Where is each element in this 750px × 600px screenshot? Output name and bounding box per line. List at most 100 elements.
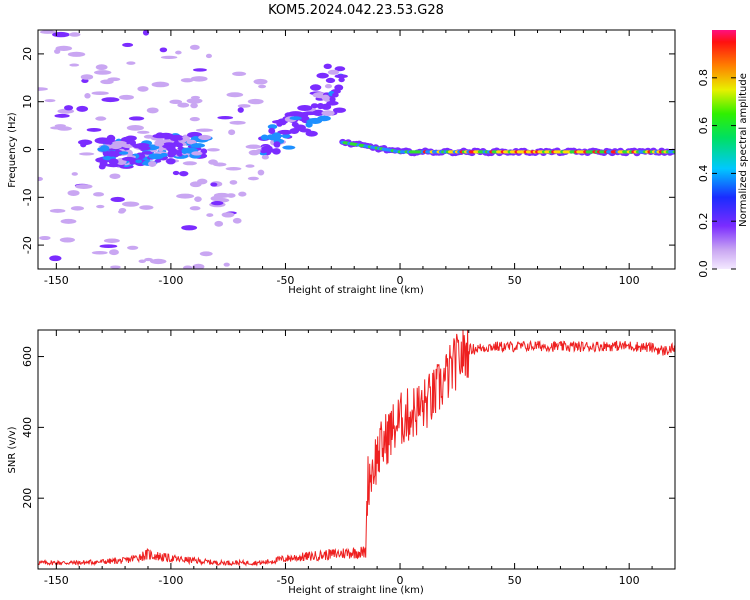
spectrogram-blob — [289, 128, 300, 134]
spectrogram-blob — [189, 116, 200, 122]
colorbar-tick-label: 0.6 — [697, 117, 710, 135]
spectrogram-blob — [94, 137, 111, 144]
spectrogram-blob — [154, 142, 165, 147]
spectrogram-blob — [152, 133, 168, 139]
spectrogram-blob — [338, 77, 345, 83]
spectrogram-blob — [211, 201, 224, 206]
spectrogram-blob — [60, 218, 77, 224]
spectrogram-blob — [334, 66, 346, 72]
colorbar-tick-label: 0.0 — [697, 260, 710, 278]
spectrogram-blob — [105, 163, 122, 168]
spectrogram-blob — [214, 220, 224, 227]
spectrogram-blob — [248, 149, 260, 156]
spectrogram-blob — [151, 81, 170, 88]
spectrogram-blob — [121, 156, 136, 162]
spectrogram-blob — [54, 124, 66, 128]
snr-panel: -150 -100 -50 0 50 100 200 400 600 Height of str… — [7, 329, 676, 596]
spectrogram-blob — [183, 265, 193, 269]
spectrogram-blob — [84, 93, 91, 99]
spectrogram-blob — [172, 170, 180, 176]
spectrogram-blob — [232, 217, 242, 224]
spectrogram-blob — [181, 147, 188, 154]
spectrogram-blob — [192, 263, 205, 269]
spectrogram-blob — [268, 127, 276, 135]
spectrogram-blob — [165, 158, 176, 165]
spectrogram-blob — [294, 124, 302, 130]
spectrogram-blob — [75, 184, 93, 189]
spectrogram-blob — [221, 212, 235, 218]
colorbar-label: Normalized spectral amplitude — [738, 73, 749, 227]
spectrogram-blob — [225, 167, 242, 171]
spectrogram-xtick-label: 0 — [397, 274, 404, 287]
spectrogram-blob — [189, 44, 200, 50]
spectrogram-blob — [38, 87, 48, 91]
spectrogram-blob — [277, 129, 293, 135]
spectrogram-blob — [107, 150, 116, 157]
spectrogram-blob — [205, 53, 212, 59]
spectrogram-blob — [119, 151, 129, 155]
snr-xtick-label: 100 — [619, 574, 640, 587]
spectrogram-ytick-label: 0 — [21, 146, 34, 153]
snr-ytick-label: 200 — [21, 488, 34, 509]
spectrogram-blob — [321, 94, 330, 101]
spectrogram-blob — [86, 127, 102, 132]
spectrogram-blob — [182, 135, 190, 142]
spectrogram-blob — [228, 129, 236, 136]
spectrogram-blob — [96, 204, 105, 209]
spectrogram-blob — [267, 124, 278, 130]
spectrogram-blob — [186, 98, 203, 104]
spectrogram-blob — [237, 104, 251, 108]
spectrogram-blob — [273, 141, 281, 148]
spectrogram-blob — [91, 91, 109, 96]
spectrogram-blob — [144, 257, 153, 262]
spectrogram-blob — [312, 109, 325, 116]
spectrogram-blob — [323, 63, 332, 69]
spectrogram-blob — [177, 102, 190, 108]
spectrogram-blob — [95, 116, 107, 121]
spectrogram-blob — [70, 206, 85, 211]
spectrogram-blob — [223, 262, 230, 267]
spectrogram-blob — [672, 150, 675, 154]
spectrogram-blob — [190, 76, 208, 82]
spectrogram-blob — [179, 170, 189, 177]
spectrogram-blob — [297, 104, 313, 111]
spectrogram-blob — [109, 249, 119, 256]
spectrogram-blob — [245, 164, 255, 168]
colorbar-gradient — [712, 30, 736, 269]
spectrogram-blob — [198, 134, 212, 140]
spectrogram-blob — [229, 180, 238, 185]
spectrogram-ytick-label: -10 — [21, 188, 34, 206]
snr-xtick-label: 0 — [397, 574, 404, 587]
spectrogram-blob — [108, 158, 119, 165]
spectrogram-blob — [247, 98, 264, 105]
spectrogram-blob — [182, 161, 197, 166]
spectrogram-blob — [68, 32, 81, 37]
spectrogram-blob — [119, 94, 134, 100]
spectrogram-blob — [226, 92, 244, 98]
colorbar-tick-label: 0.8 — [697, 69, 710, 87]
spectrogram-blob — [206, 148, 220, 152]
spectrogram-blob — [334, 74, 348, 79]
snr-xtick-label: -150 — [44, 574, 69, 587]
spectrogram-blob — [110, 265, 121, 269]
spectrogram-blob — [280, 120, 287, 126]
spectrogram-blob — [261, 154, 269, 160]
spectrogram-ytick-label: 20 — [21, 47, 34, 61]
spectrogram-blob — [332, 107, 347, 113]
spectrogram-blob — [148, 153, 164, 160]
spectrogram-blob — [181, 225, 198, 231]
spectrogram-blob — [260, 134, 269, 141]
spectrogram-blob — [326, 100, 339, 106]
spectrogram-ylabel: Frequency (Hz) — [7, 112, 18, 188]
spectrogram-blob — [176, 193, 195, 199]
spectrogram-blob — [101, 97, 120, 103]
spectrogram-blob — [245, 144, 262, 149]
spectrogram-blob — [329, 96, 336, 103]
spectrogram-blob — [310, 103, 319, 109]
spectrogram-blob — [305, 130, 318, 137]
spectrogram-blob — [261, 145, 273, 153]
spectrogram-ytick-label: 10 — [21, 95, 34, 109]
spectrogram-xtick-label: -150 — [44, 274, 69, 287]
spectrogram-blob — [302, 116, 310, 121]
